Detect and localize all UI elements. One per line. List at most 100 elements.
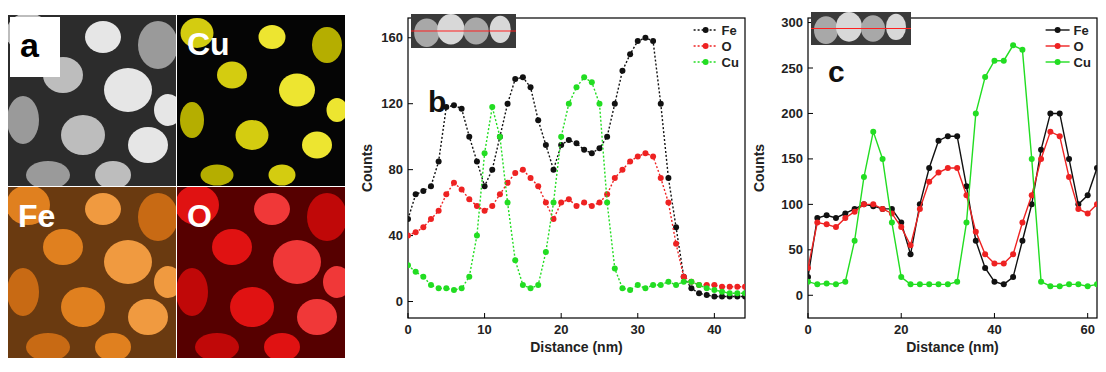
eds-map	[8, 15, 176, 186]
inset-bg	[811, 12, 911, 45]
data-point	[1057, 110, 1063, 116]
data-point	[535, 117, 541, 123]
data-point	[482, 183, 488, 189]
data-point	[842, 215, 848, 221]
data-point	[566, 196, 572, 202]
x-tick-label: 20	[894, 322, 908, 337]
particle	[259, 25, 286, 49]
particle	[307, 193, 345, 241]
data-point	[991, 58, 997, 64]
data-point	[1001, 281, 1007, 287]
data-point	[658, 175, 664, 181]
particle	[269, 165, 296, 186]
data-point	[688, 285, 694, 291]
particle	[26, 333, 70, 358]
data-point	[497, 191, 503, 197]
particle	[236, 120, 269, 150]
data-point	[413, 191, 419, 197]
particle	[297, 299, 337, 335]
series-line	[408, 77, 745, 293]
data-point	[889, 220, 895, 226]
legend: FeOCu	[1046, 23, 1091, 70]
data-point	[551, 167, 557, 173]
inset-image	[811, 12, 911, 45]
data-point	[1085, 210, 1091, 216]
data-point	[954, 165, 960, 171]
legend-marker	[1055, 27, 1061, 33]
data-point	[742, 290, 745, 296]
particle	[8, 96, 39, 144]
legend-label: Cu	[722, 55, 739, 70]
y-tick-label: 80	[389, 162, 403, 177]
series-line	[408, 153, 745, 287]
data-point	[650, 282, 656, 288]
data-point	[543, 142, 549, 148]
y-tick-label: 150	[781, 151, 803, 166]
x-tick	[808, 313, 809, 318]
particle	[302, 132, 332, 159]
legend-label: Fe	[722, 23, 737, 38]
data-point	[880, 206, 886, 212]
x-tick-label: 40	[707, 322, 721, 337]
data-point	[535, 183, 541, 189]
data-point	[861, 201, 867, 207]
particle	[95, 333, 131, 358]
panel-label: a	[20, 26, 40, 64]
data-point	[727, 284, 733, 290]
particle	[264, 333, 300, 358]
data-point	[574, 140, 580, 146]
data-point	[520, 167, 526, 173]
data-point	[459, 186, 465, 192]
data-point	[880, 156, 886, 162]
y-tick	[408, 301, 413, 302]
data-point	[833, 281, 839, 287]
data-point	[642, 150, 648, 156]
data-group	[808, 42, 1097, 289]
inset-bg	[411, 14, 516, 48]
data-point	[991, 279, 997, 285]
data-point	[833, 215, 839, 221]
scan-line	[811, 28, 911, 29]
legend-label: Fe	[1074, 23, 1089, 38]
inset-particle	[437, 14, 464, 45]
x-tick-label: 60	[1080, 322, 1094, 337]
data-point	[528, 175, 534, 181]
legend-label: Cu	[1074, 55, 1091, 70]
data-point	[520, 74, 526, 80]
data-point	[824, 221, 830, 227]
data-point	[926, 179, 932, 185]
eds-map	[177, 15, 345, 186]
data-point	[512, 257, 518, 263]
data-point	[833, 224, 839, 230]
data-point	[505, 101, 511, 107]
data-point	[734, 290, 740, 296]
data-point	[1066, 281, 1072, 287]
particle	[154, 266, 176, 298]
eds-map	[8, 187, 176, 358]
particle	[217, 62, 247, 89]
x-tick	[1087, 313, 1088, 318]
y-tick-label: 0	[396, 294, 403, 309]
y-tick-label: 0	[796, 288, 803, 303]
particle	[323, 266, 345, 298]
eds-map	[177, 187, 345, 358]
particle	[177, 268, 208, 316]
data-point	[842, 279, 848, 285]
data-point	[428, 282, 434, 288]
data-point	[482, 208, 488, 214]
data-point	[1066, 156, 1072, 162]
data-point	[566, 137, 572, 143]
map-background	[177, 15, 345, 186]
data-point	[658, 101, 664, 107]
x-tick-label: 20	[554, 322, 568, 337]
data-point	[1075, 206, 1081, 212]
data-point	[936, 170, 942, 176]
map-label: Fe	[18, 198, 55, 234]
data-point	[1029, 156, 1035, 162]
data-point	[1001, 58, 1007, 64]
data-point	[852, 238, 858, 244]
data-point	[954, 279, 960, 285]
data-point	[474, 158, 480, 164]
particle	[180, 102, 204, 138]
data-point	[936, 138, 942, 144]
